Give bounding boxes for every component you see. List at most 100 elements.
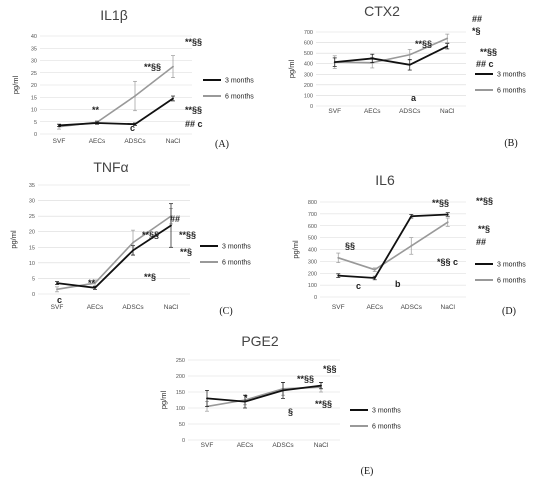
significance-annotation: **§§ — [297, 374, 314, 384]
y-tick-label: 40 — [31, 34, 37, 40]
y-tick-label: 30 — [29, 199, 35, 205]
y-tick-label: 50 — [179, 422, 185, 428]
data-point — [410, 215, 413, 218]
data-point — [320, 384, 322, 387]
x-tick-label: SVF — [53, 138, 66, 145]
chart-title: TNFα — [93, 159, 128, 175]
y-tick-label: 0 — [182, 438, 185, 444]
series-line-3-months — [56, 224, 172, 289]
data-point — [446, 221, 449, 224]
data-point — [408, 63, 411, 66]
y-tick-label: 400 — [304, 62, 313, 68]
x-tick-label: NaCl — [440, 108, 455, 115]
significance-annotation: **§ — [478, 224, 490, 234]
y-tick-label: 0 — [32, 292, 35, 298]
data-point — [134, 123, 136, 126]
data-point — [408, 53, 411, 56]
chart-panel-c: 0 5 10 15 20 25 30 35 SVF AECs ADSCs NaCl pg/ml TNFα 3… — [9, 159, 251, 317]
x-tick-label: ADSCs — [399, 108, 421, 115]
y-tick-label: 0 — [314, 295, 317, 301]
y-tick-label: 600 — [304, 41, 313, 47]
series-line-3-months — [334, 45, 448, 66]
y-tick-label: 700 — [308, 212, 317, 218]
x-tick-label: ADSCs — [122, 304, 144, 311]
legend-label: 6 months — [222, 260, 251, 267]
chart-panel-b: 0 100 200 300 400 500 600 700 SVF AECs ADSCs NaCl pg… — [287, 3, 526, 149]
significance-annotation: **§§ — [185, 37, 202, 47]
significance-annotation: ## c — [185, 119, 203, 129]
chart-panel-e: 0 50 100 150 200 250 SVF AECs ADSCs NaCl pg/ml PGE2… — [159, 333, 401, 477]
data-point — [56, 288, 58, 291]
panel-label: (C) — [219, 306, 232, 317]
legend-label: 3 months — [372, 408, 401, 415]
significance-annotation: § — [288, 407, 293, 417]
chart-title: CTX2 — [364, 3, 400, 19]
data-point — [446, 37, 449, 40]
y-tick-label: 35 — [31, 46, 37, 52]
y-tick-label: 300 — [308, 259, 317, 265]
y-axis-label: pg/ml — [287, 59, 296, 78]
significance-annotation: **§§ — [432, 198, 449, 208]
chart-panel-d: 0 100 200 300 400 500 600 700 800 SVF AECs ADSCs NaC… — [291, 172, 526, 317]
significance-annotation: * — [244, 393, 248, 403]
x-tick-label: AECs — [237, 442, 254, 449]
chart-title: PGE2 — [241, 333, 279, 349]
y-tick-label: 300 — [304, 72, 313, 78]
y-tick-label: 700 — [304, 30, 313, 36]
data-point — [170, 224, 172, 227]
significance-annotation: **§§ — [415, 39, 432, 49]
significance-annotation: **§§ — [480, 47, 497, 57]
legend-label: 3 months — [225, 78, 254, 85]
legend-label: 6 months — [497, 278, 526, 285]
x-tick-label: AECs — [364, 108, 381, 115]
series-line-6-months — [338, 221, 449, 271]
y-axis-label: pg/ml — [9, 230, 18, 249]
data-point — [373, 268, 376, 271]
significance-annotation: **§§ — [142, 230, 159, 240]
y-tick-label: 500 — [304, 51, 313, 57]
data-point — [56, 282, 58, 284]
panel-label: (D) — [502, 306, 516, 317]
legend-label: 3 months — [222, 244, 251, 251]
y-tick-label: 5 — [34, 120, 37, 126]
significance-annotation: §§ — [345, 241, 355, 251]
chart-panel-a: 0 5 10 15 20 25 30 35 40 SVF AECs ADSCs NaCl pg/ml IL1… — [11, 7, 254, 150]
data-point — [58, 124, 60, 127]
y-tick-label: 0 — [34, 132, 37, 138]
data-point — [337, 274, 340, 277]
data-point — [282, 389, 284, 392]
data-point — [94, 286, 96, 289]
significance-annotation: ## — [472, 14, 482, 24]
y-axis-label: pg/ml — [291, 240, 300, 259]
significance-annotation: *§ — [472, 26, 481, 36]
series-line-6-months — [58, 65, 174, 128]
x-tick-label: ADSCs — [124, 138, 146, 145]
y-tick-label: 0 — [310, 104, 313, 110]
data-point — [337, 256, 340, 259]
data-point — [132, 241, 134, 244]
series-line-3-months — [206, 384, 322, 403]
y-tick-label: 25 — [29, 214, 35, 220]
x-tick-label: NaCl — [441, 304, 456, 311]
series-line-6-months — [334, 37, 448, 64]
data-point — [206, 397, 208, 400]
x-tick-label: ADSCs — [401, 304, 423, 311]
x-tick-label: NaCl — [166, 138, 181, 145]
data-point — [373, 277, 376, 279]
legend-label: 6 months — [497, 88, 526, 95]
data-point — [172, 97, 174, 100]
significance-annotation: c — [356, 281, 361, 291]
significance-annotation: ** — [92, 105, 100, 115]
y-tick-label: 150 — [176, 390, 185, 396]
significance-annotation: **§§ — [476, 196, 493, 206]
data-point — [172, 65, 174, 68]
significance-annotation: ## — [170, 214, 180, 224]
significance-annotation: ## — [476, 237, 486, 247]
legend-label: 3 months — [497, 262, 526, 269]
significance-annotation: *§§ — [323, 364, 337, 374]
data-point — [132, 249, 134, 252]
y-axis-label: pg/ml — [11, 75, 20, 94]
data-point — [446, 213, 449, 216]
y-tick-label: 200 — [308, 271, 317, 277]
